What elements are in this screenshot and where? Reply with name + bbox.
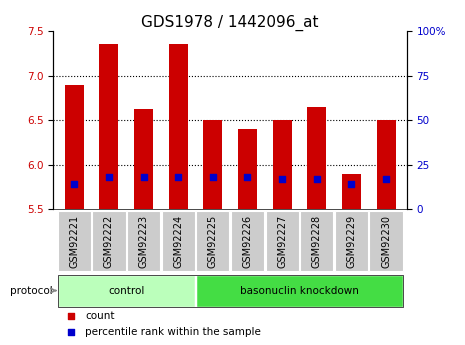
Bar: [65, 85, 84, 209]
FancyBboxPatch shape: [92, 210, 126, 272]
Text: percentile rank within the sample: percentile rank within the sample: [85, 327, 261, 337]
Text: GSM92228: GSM92228: [312, 215, 322, 268]
Point: [140, 175, 147, 180]
Point: [71, 181, 78, 187]
Text: GSM92227: GSM92227: [277, 214, 287, 268]
Point: [105, 175, 113, 180]
Bar: [100, 45, 119, 209]
FancyBboxPatch shape: [196, 275, 403, 307]
Text: GSM92224: GSM92224: [173, 215, 183, 268]
Point: [174, 175, 182, 180]
Point: [209, 175, 217, 180]
Title: GDS1978 / 1442096_at: GDS1978 / 1442096_at: [141, 15, 319, 31]
Point: [382, 176, 390, 182]
Bar: [342, 174, 361, 209]
Bar: [272, 120, 292, 209]
Text: GSM92221: GSM92221: [69, 215, 79, 268]
FancyBboxPatch shape: [370, 210, 403, 272]
Bar: [238, 129, 257, 209]
FancyBboxPatch shape: [161, 210, 195, 272]
Text: basonuclin knockdown: basonuclin knockdown: [240, 286, 359, 296]
Bar: [169, 45, 188, 209]
Point: [279, 176, 286, 182]
Point: [313, 176, 320, 182]
Point: [348, 181, 355, 187]
Text: GSM92226: GSM92226: [243, 215, 252, 268]
Bar: [203, 120, 222, 209]
Text: GSM92222: GSM92222: [104, 214, 114, 268]
FancyBboxPatch shape: [335, 210, 368, 272]
FancyBboxPatch shape: [196, 210, 230, 272]
Text: count: count: [85, 311, 115, 321]
FancyBboxPatch shape: [266, 210, 299, 272]
Point: [244, 175, 251, 180]
FancyBboxPatch shape: [58, 210, 91, 272]
Text: GSM92225: GSM92225: [208, 214, 218, 268]
Point: [387, 118, 394, 124]
Text: protocol: protocol: [10, 286, 53, 296]
Bar: [134, 109, 153, 209]
Text: GSM92230: GSM92230: [381, 215, 391, 267]
Point: [387, 266, 394, 272]
FancyBboxPatch shape: [58, 275, 195, 307]
Text: GSM92223: GSM92223: [139, 215, 148, 268]
Bar: [307, 107, 326, 209]
FancyBboxPatch shape: [231, 210, 264, 272]
Text: control: control: [108, 286, 145, 296]
FancyBboxPatch shape: [300, 210, 333, 272]
Text: GSM92229: GSM92229: [346, 215, 357, 268]
Bar: [377, 120, 396, 209]
FancyBboxPatch shape: [127, 210, 160, 272]
